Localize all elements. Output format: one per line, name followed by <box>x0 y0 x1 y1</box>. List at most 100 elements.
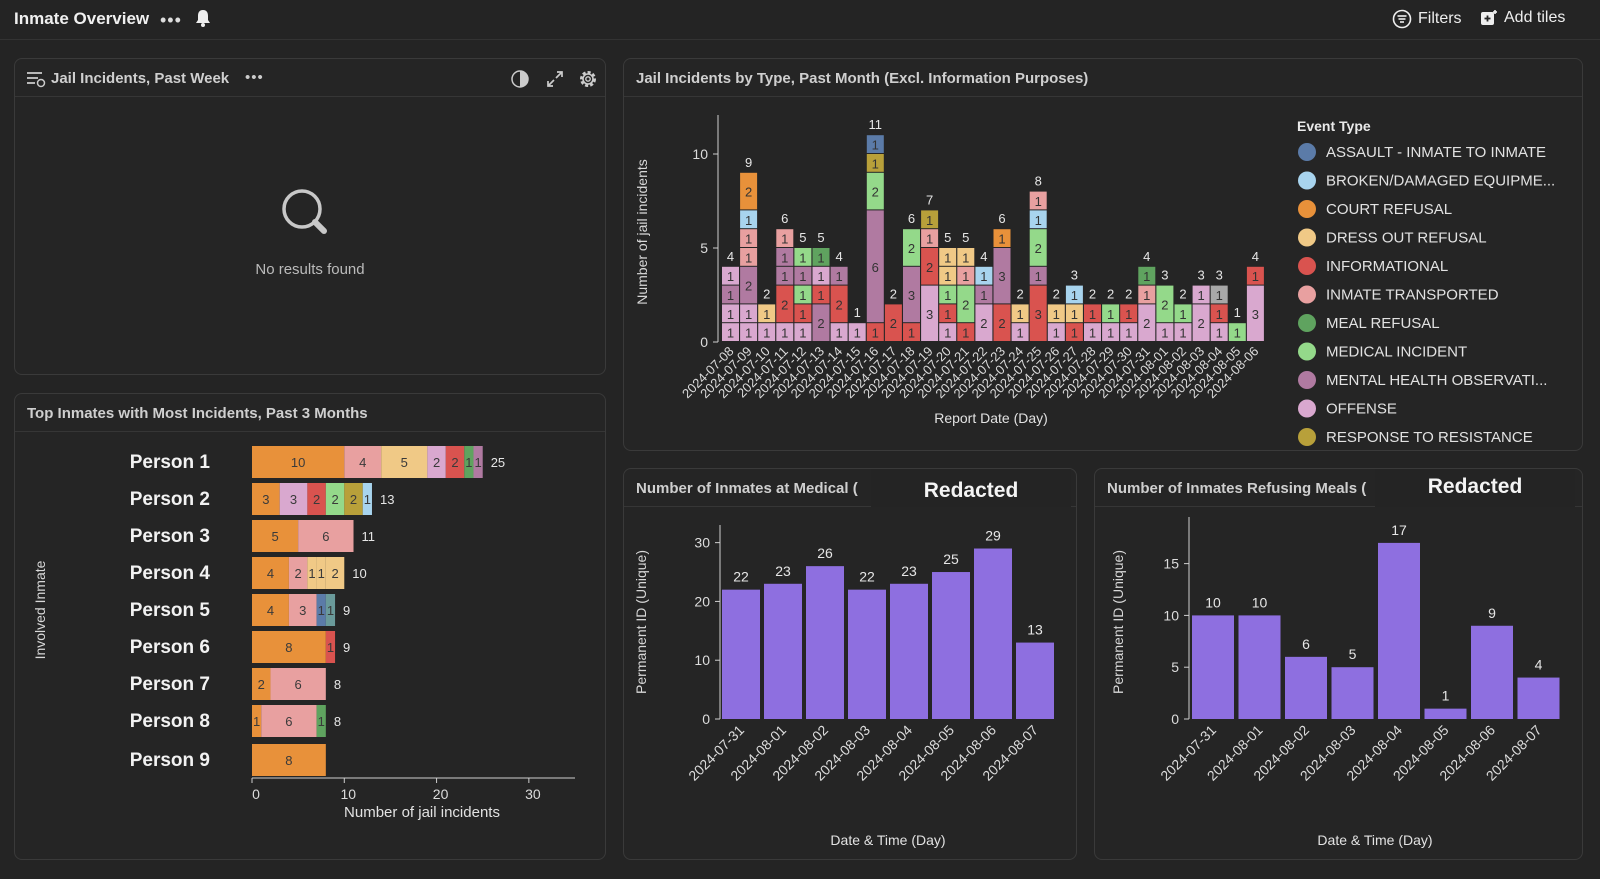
data-label: 1 <box>799 288 806 303</box>
tile-inmates-at-medical: Number of Inmates at Medical ( Redacted … <box>623 468 1077 860</box>
x-tick-label: 20 <box>433 786 449 802</box>
bar-segment <box>1192 285 1210 304</box>
bar-segment <box>1102 323 1120 341</box>
redacted-overlay: Redacted <box>871 469 1071 507</box>
theme-toggle-icon[interactable] <box>510 69 530 89</box>
bar <box>764 583 802 719</box>
total-label: 3 <box>1197 268 1204 283</box>
total-label: 10 <box>352 566 366 581</box>
bar-segment <box>957 285 975 323</box>
add-tile-icon <box>1481 10 1497 25</box>
bar-segment <box>830 323 848 341</box>
data-label: 1 <box>1071 326 1078 341</box>
x-axis-title: Date & Time (Day) <box>1317 832 1432 848</box>
bar-segment <box>270 668 326 700</box>
filters-button[interactable]: Filters <box>1392 9 1462 29</box>
more-horizontal-icon[interactable]: ••• <box>160 10 182 30</box>
data-label: 1 <box>799 250 806 265</box>
bar-segment <box>939 285 957 304</box>
bar-segment <box>1047 304 1065 323</box>
expand-icon[interactable] <box>545 69 565 89</box>
data-label: 1 <box>1035 194 1042 209</box>
data-label: 4 <box>267 566 274 581</box>
search-icon <box>282 189 327 234</box>
bar-segment <box>464 446 474 478</box>
gear-icon[interactable] <box>577 68 599 90</box>
data-label: 1 <box>872 326 879 341</box>
bar-segment <box>1210 285 1228 304</box>
data-label: 4 <box>1535 657 1543 673</box>
add-tiles-button[interactable]: Add tiles <box>1480 9 1565 27</box>
total-label: 4 <box>835 249 842 264</box>
bar-segment <box>776 266 794 285</box>
bar-segment <box>1065 323 1083 341</box>
data-label: 3 <box>998 269 1005 284</box>
bar-segment <box>957 248 975 266</box>
data-label: 1 <box>944 269 951 284</box>
data-label: 1 <box>327 603 334 618</box>
data-label: 3 <box>1035 307 1042 322</box>
bar-segment <box>776 285 794 323</box>
bar-segment <box>252 668 271 700</box>
bar-segment <box>921 210 939 229</box>
bar-segment <box>1138 285 1156 304</box>
legend-title: Event Type <box>1297 118 1371 134</box>
bar-segment <box>866 172 884 210</box>
x-axis-title: Report Date (Day) <box>934 410 1048 426</box>
total-label: 2 <box>1179 286 1186 301</box>
total-label: 5 <box>944 230 951 245</box>
tile-title: Jail Incidents by Type, Past Month (Excl… <box>636 70 1089 87</box>
bar-segment <box>1084 323 1101 341</box>
data-label: 2 <box>890 316 897 331</box>
dashboard-title: Inmate Overview <box>14 9 150 28</box>
total-label: 2 <box>1089 286 1096 301</box>
bar-segment <box>252 520 299 552</box>
bar-segment <box>921 229 939 247</box>
total-label: 9 <box>745 155 752 170</box>
data-label: 3 <box>926 307 933 322</box>
y-axis-title: Number of jail incidents <box>634 159 650 305</box>
bar <box>1517 677 1560 719</box>
bar-segment <box>252 631 326 663</box>
bar-segment <box>758 304 776 323</box>
data-label: 1 <box>1216 326 1223 341</box>
bar-segment <box>776 248 794 266</box>
data-label: 1 <box>980 288 987 303</box>
data-label: 1 <box>781 250 788 265</box>
data-label: 1 <box>474 455 481 470</box>
legend-swatch <box>1298 257 1316 275</box>
bar <box>848 589 886 719</box>
y-tick-label: 0 <box>702 711 710 727</box>
bell-icon[interactable] <box>194 8 212 33</box>
data-label: 1 <box>364 492 371 507</box>
data-label: 1 <box>308 566 315 581</box>
bar-segment <box>1029 210 1047 229</box>
data-label: 2 <box>998 316 1005 331</box>
bar <box>806 566 844 719</box>
legend-swatch <box>1298 428 1316 446</box>
x-tick-label: 30 <box>525 786 541 802</box>
bar-segment <box>427 446 446 478</box>
data-label: 1 <box>1107 307 1114 322</box>
data-label: 2 <box>313 492 320 507</box>
bar-segment <box>957 323 975 341</box>
bar-segment <box>325 483 345 515</box>
data-label: 1 <box>781 269 788 284</box>
bar-segment <box>848 323 866 341</box>
data-label: 1 <box>1125 307 1132 322</box>
total-label: 8 <box>1035 174 1042 189</box>
bar-segment <box>307 483 326 515</box>
data-label: 10 <box>291 455 305 470</box>
y-tick-label: Person 8 <box>130 711 210 732</box>
bar-segment <box>794 285 812 304</box>
total-label: 2 <box>1107 286 1114 301</box>
menu-filter-icon[interactable] <box>26 70 46 88</box>
bar-segment <box>307 557 317 589</box>
data-label: 1 <box>872 138 879 153</box>
y-axis-title: Permanent ID (Unique) <box>1110 550 1126 694</box>
bar-segment <box>975 285 993 304</box>
more-horizontal-icon[interactable]: ••• <box>245 69 264 86</box>
x-axis-title: Date & Time (Day) <box>830 832 945 848</box>
total-label: 3 <box>1071 268 1078 283</box>
